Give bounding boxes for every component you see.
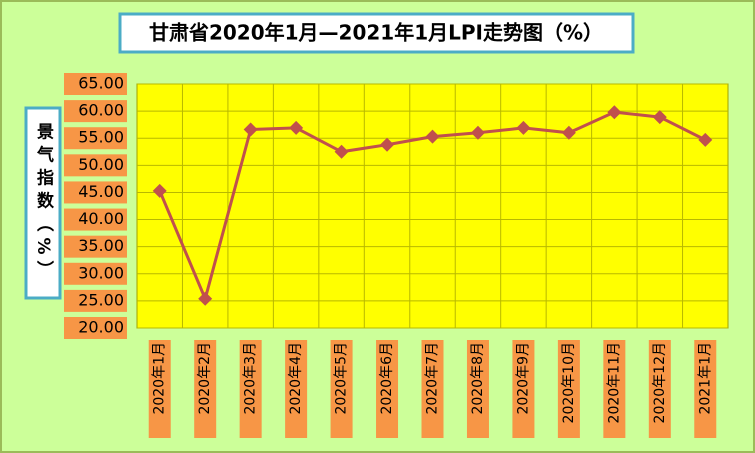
y-tick-label: 65.00 [78,74,124,93]
x-tick-label: 2020年8月 [470,342,486,415]
y-tick-label: 30.00 [78,263,124,282]
x-tick-label: 2020年11月 [606,342,622,423]
x-tick-label: 2021年1月 [697,342,713,415]
y-axis-label: 景气指数（%） [33,122,55,283]
y-tick-label: 20.00 [78,318,124,337]
x-tick-label: 2020年3月 [243,342,259,415]
x-tick-label-box [148,340,171,438]
tick-label-box [64,317,127,339]
x-tick-label: 2020年2月 [197,342,213,415]
tick-label-box [64,289,127,312]
y-tick-label: 50.00 [78,155,124,174]
x-tick-label: 2020年9月 [515,342,531,415]
x-tick-label-box [694,340,717,438]
x-tick-label: 2020年1月 [152,342,168,415]
x-tick-label-box [239,340,262,438]
tick-label-box [64,154,127,177]
marker [425,129,440,144]
chart-title: 甘肃省2020年1月—2021年1月LPI走势图（%） [149,21,603,45]
x-tick-label-box [648,340,671,438]
marker [561,125,576,140]
marker [652,110,667,125]
marker [152,183,167,198]
tick-label-box [64,235,127,258]
title-box [118,12,635,54]
y-tick-label: 35.00 [78,236,124,255]
x-tick-label-box [557,340,580,438]
x-tick-label-box [421,340,444,438]
tick-label-box [64,208,127,231]
x-tick-label-box [603,340,626,438]
marker [198,291,213,306]
x-tick-label-box [512,340,535,438]
marker [243,122,258,137]
y-tick-label: 40.00 [78,209,124,228]
marker [516,120,531,135]
tick-label-box [64,100,127,123]
tick-label-box [64,127,127,150]
x-tick-label: 2020年12月 [652,342,668,423]
y-tick-label: 55.00 [78,128,124,147]
y-label-box [24,106,62,300]
marker [334,144,349,159]
tick-label-box [64,181,127,204]
x-tick-label-box [285,340,308,438]
x-tick-label: 2020年10月 [561,342,577,423]
x-tick-label: 2020年5月 [334,342,350,415]
x-tick-label: 2020年6月 [379,342,395,415]
plot-area [136,83,729,329]
x-tick-label: 2020年7月 [425,342,441,415]
tick-label-box [64,262,127,285]
x-tick-label: 2020年4月 [288,342,304,415]
marker [698,132,713,147]
x-tick-label-box [194,340,217,438]
x-tick-label-box [376,340,399,438]
marker [380,137,395,152]
y-tick-label: 25.00 [78,290,124,309]
marker [289,120,304,135]
x-tick-label-box [466,340,489,438]
tick-label-box [64,73,127,95]
y-tick-label: 45.00 [78,182,124,201]
x-tick-label-box [330,340,353,438]
y-tick-label: 60.00 [78,101,124,120]
marker [607,105,622,120]
marker [470,125,485,140]
